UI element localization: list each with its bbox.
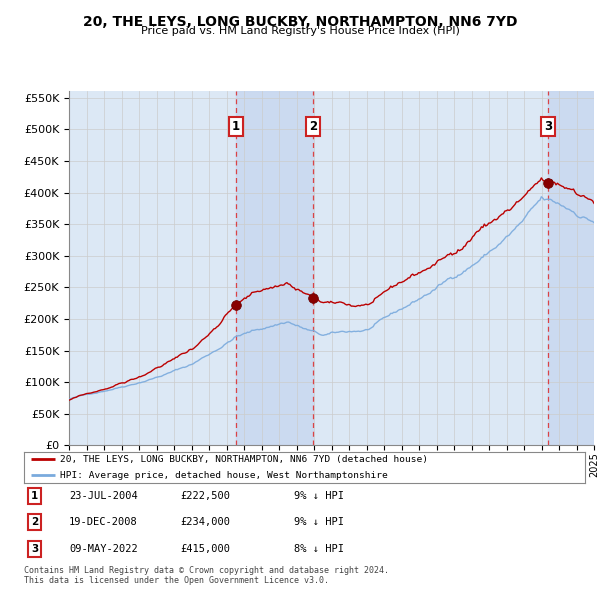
Text: 3: 3	[31, 544, 38, 553]
Text: 1: 1	[232, 120, 240, 133]
Text: £234,000: £234,000	[180, 517, 230, 527]
Text: 8% ↓ HPI: 8% ↓ HPI	[294, 544, 344, 553]
Bar	[548, 91, 594, 445]
Text: 20, THE LEYS, LONG BUCKBY, NORTHAMPTON, NN6 7YD: 20, THE LEYS, LONG BUCKBY, NORTHAMPTON, …	[83, 15, 517, 29]
Text: 23-JUL-2004: 23-JUL-2004	[69, 491, 138, 500]
Text: HPI: Average price, detached house, West Northamptonshire: HPI: Average price, detached house, West…	[61, 471, 388, 480]
Bar	[236, 91, 313, 445]
Text: 09-MAY-2022: 09-MAY-2022	[69, 544, 138, 553]
Text: 2: 2	[31, 517, 38, 527]
Text: £222,500: £222,500	[180, 491, 230, 500]
Text: 2: 2	[309, 120, 317, 133]
Text: Price paid vs. HM Land Registry's House Price Index (HPI): Price paid vs. HM Land Registry's House …	[140, 26, 460, 36]
Text: £415,000: £415,000	[180, 544, 230, 553]
Text: 19-DEC-2008: 19-DEC-2008	[69, 517, 138, 527]
Text: 3: 3	[544, 120, 552, 133]
Text: 9% ↓ HPI: 9% ↓ HPI	[294, 517, 344, 527]
Text: 20, THE LEYS, LONG BUCKBY, NORTHAMPTON, NN6 7YD (detached house): 20, THE LEYS, LONG BUCKBY, NORTHAMPTON, …	[61, 455, 428, 464]
Text: Contains HM Land Registry data © Crown copyright and database right 2024.
This d: Contains HM Land Registry data © Crown c…	[24, 566, 389, 585]
Text: 1: 1	[31, 491, 38, 500]
Text: 9% ↓ HPI: 9% ↓ HPI	[294, 491, 344, 500]
